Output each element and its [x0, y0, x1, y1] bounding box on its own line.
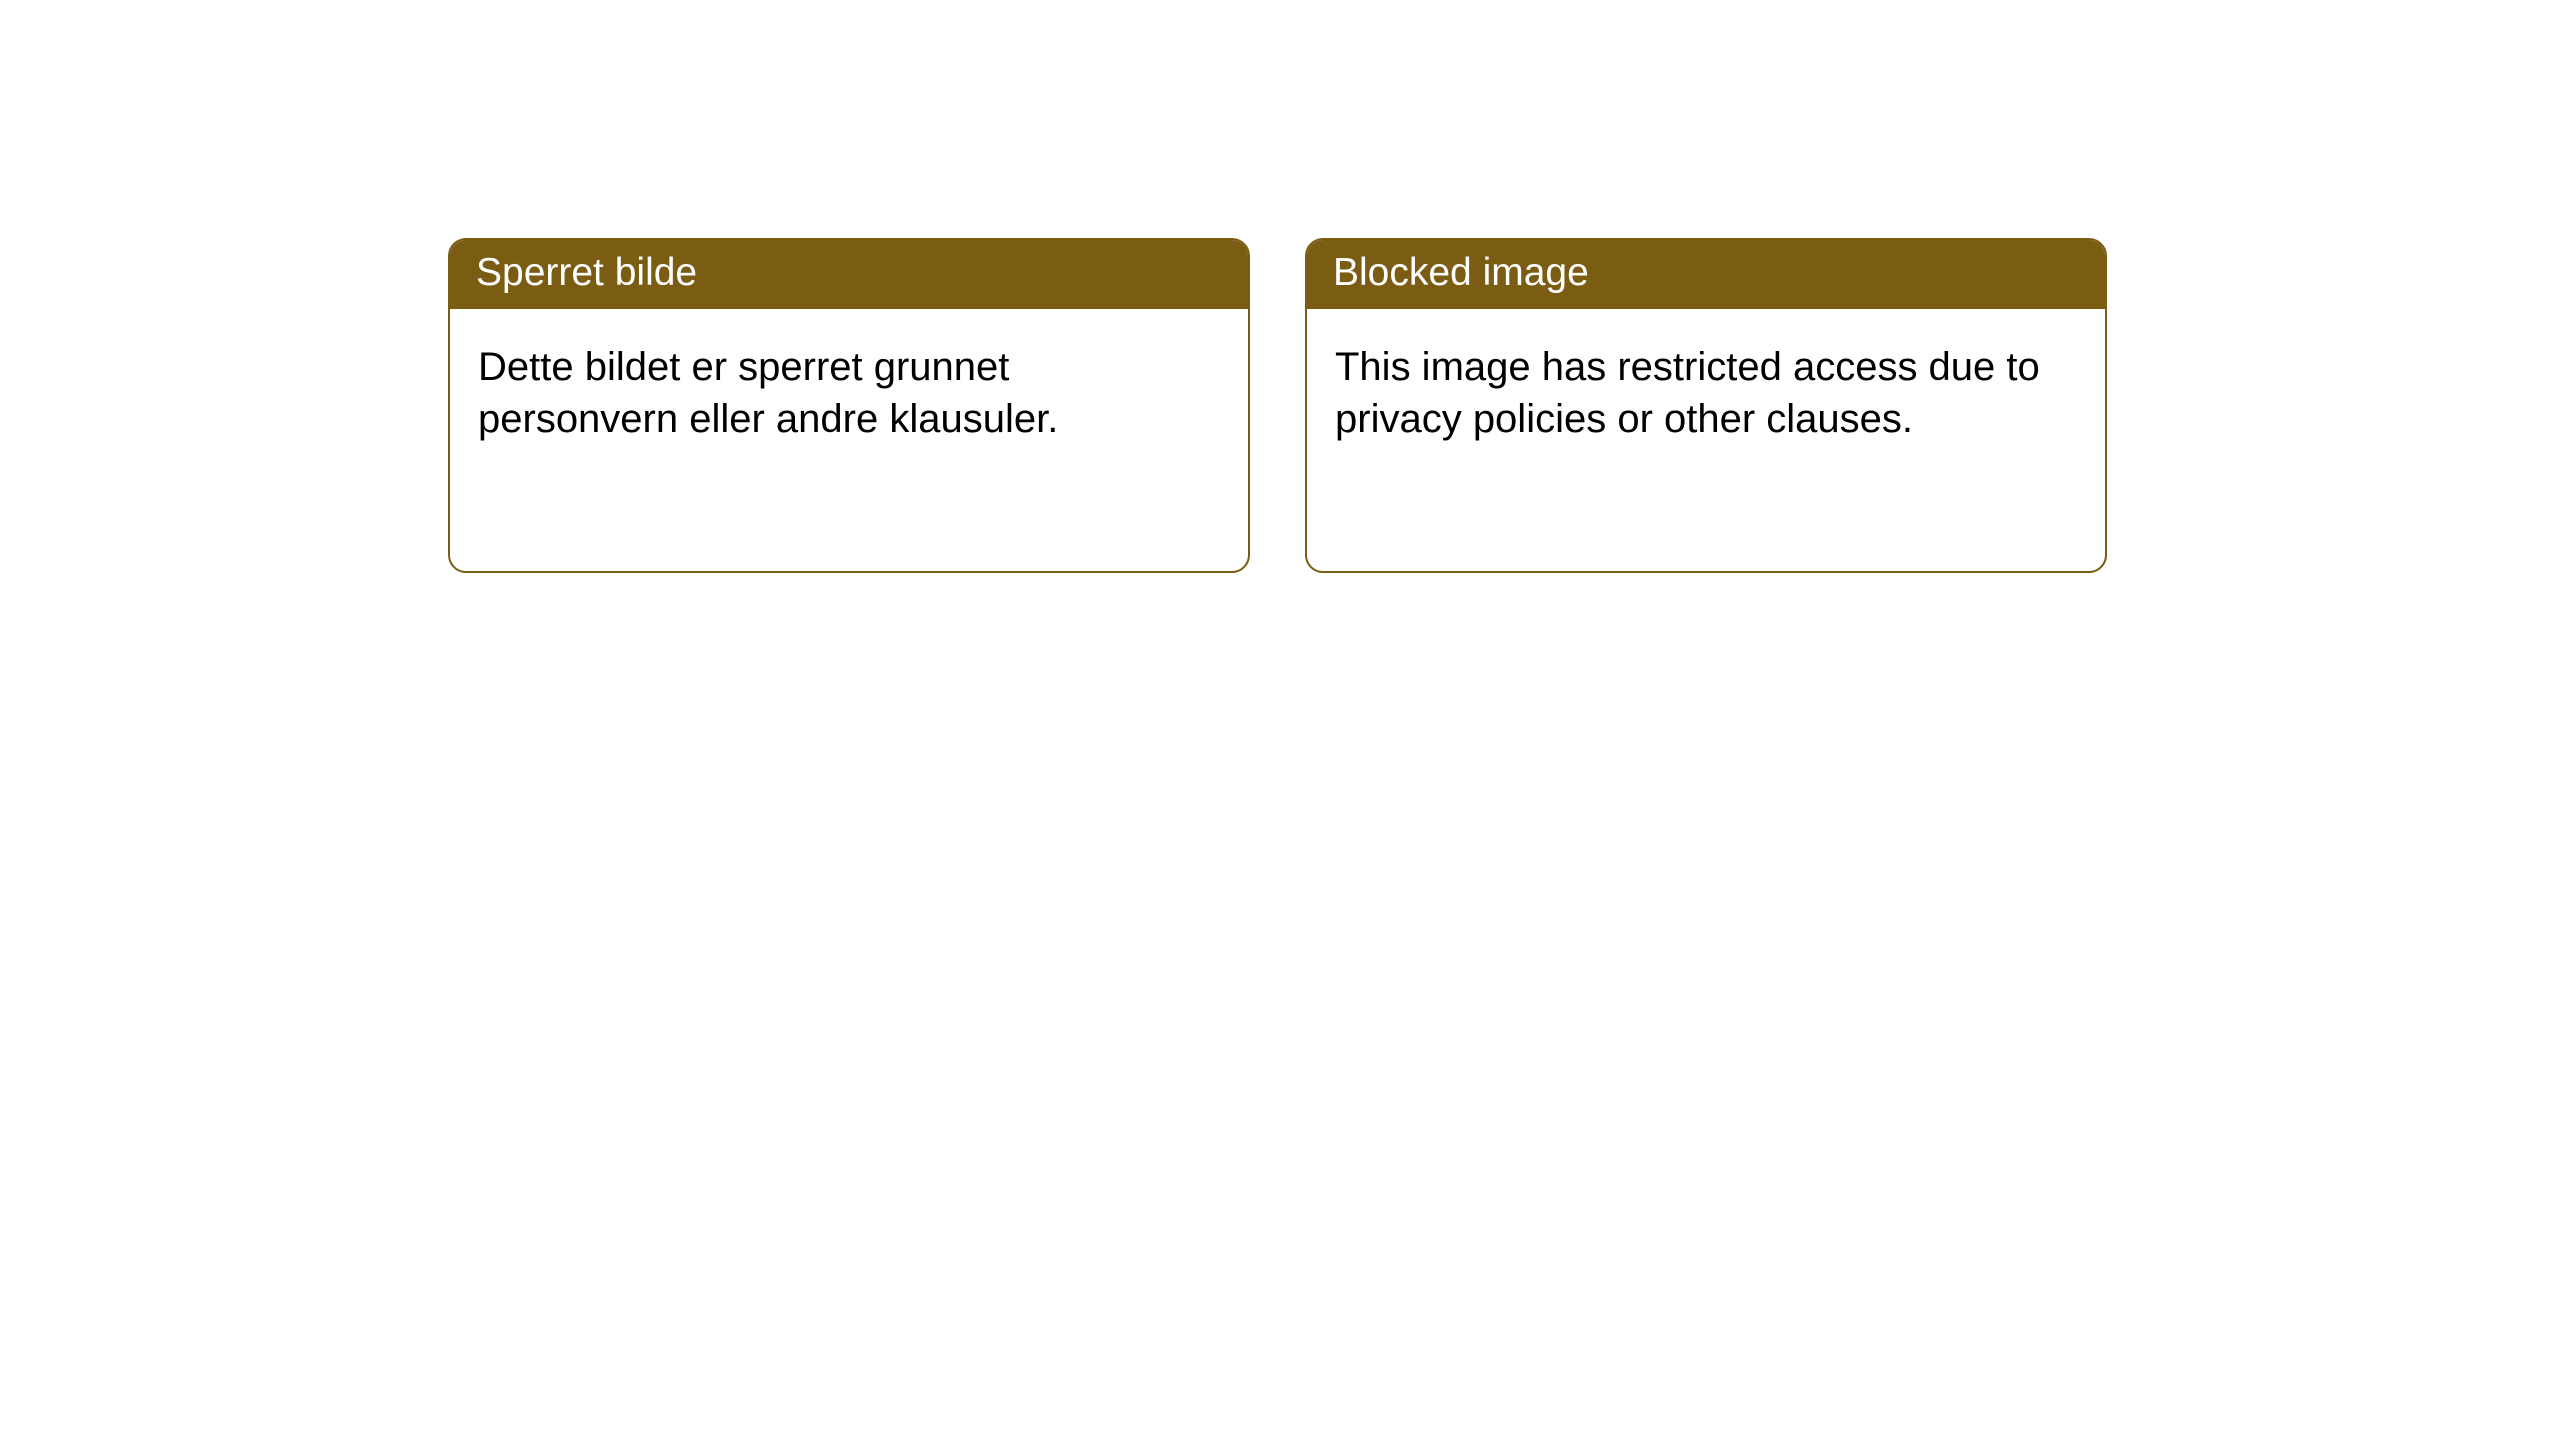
card-body: This image has restricted access due to …	[1307, 309, 2105, 477]
card-title: Sperret bilde	[476, 251, 697, 294]
notice-container: Sperret bilde Dette bildet er sperret gr…	[448, 238, 2107, 573]
notice-card-norwegian: Sperret bilde Dette bildet er sperret gr…	[448, 238, 1250, 573]
card-body: Dette bildet er sperret grunnet personve…	[450, 309, 1248, 477]
card-body-text: This image has restricted access due to …	[1335, 345, 2040, 441]
card-body-text: Dette bildet er sperret grunnet personve…	[478, 345, 1058, 441]
card-header: Blocked image	[1307, 240, 2105, 309]
notice-card-english: Blocked image This image has restricted …	[1305, 238, 2107, 573]
card-title: Blocked image	[1333, 251, 1589, 294]
card-header: Sperret bilde	[450, 240, 1248, 309]
